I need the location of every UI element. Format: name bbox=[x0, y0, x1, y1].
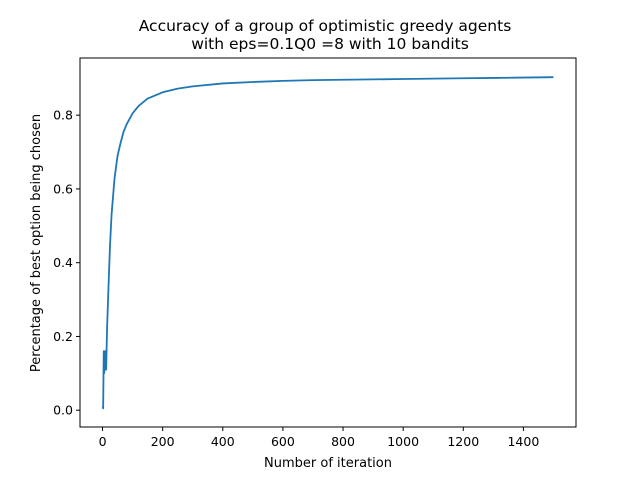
accuracy-series-line bbox=[101, 76, 554, 410]
x-axis-label: Number of iteration bbox=[264, 456, 392, 471]
y-axis-ticks: 0.0 0.2 0.4 0.6 0.8 bbox=[53, 108, 80, 418]
x-tick-label: 600 bbox=[271, 434, 295, 449]
x-tick-label: 0 bbox=[99, 434, 107, 449]
y-tick-label: 0.2 bbox=[53, 329, 73, 344]
y-tick-label: 0.6 bbox=[53, 181, 73, 196]
x-tick-label: 400 bbox=[211, 434, 235, 449]
x-axis-ticks: 0 200 400 600 800 1000 1200 1400 bbox=[99, 427, 539, 449]
x-tick-label: 1000 bbox=[387, 434, 419, 449]
y-tick-label: 0.0 bbox=[53, 403, 73, 418]
y-tick-label: 0.8 bbox=[53, 108, 73, 123]
chart-title-line-2: with eps=0.1Q0 =8 with 10 bandits bbox=[191, 35, 469, 53]
y-axis-label: Percentage of best option being chosen bbox=[29, 114, 44, 372]
chart-title-line-1: Accuracy of a group of optimistic greedy… bbox=[139, 17, 512, 35]
x-tick-label: 1200 bbox=[447, 434, 479, 449]
x-tick-label: 1400 bbox=[507, 434, 539, 449]
x-tick-label: 200 bbox=[151, 434, 175, 449]
y-tick-label: 0.4 bbox=[53, 255, 73, 270]
x-tick-label: 800 bbox=[331, 434, 355, 449]
plot-area-frame bbox=[79, 57, 577, 428]
